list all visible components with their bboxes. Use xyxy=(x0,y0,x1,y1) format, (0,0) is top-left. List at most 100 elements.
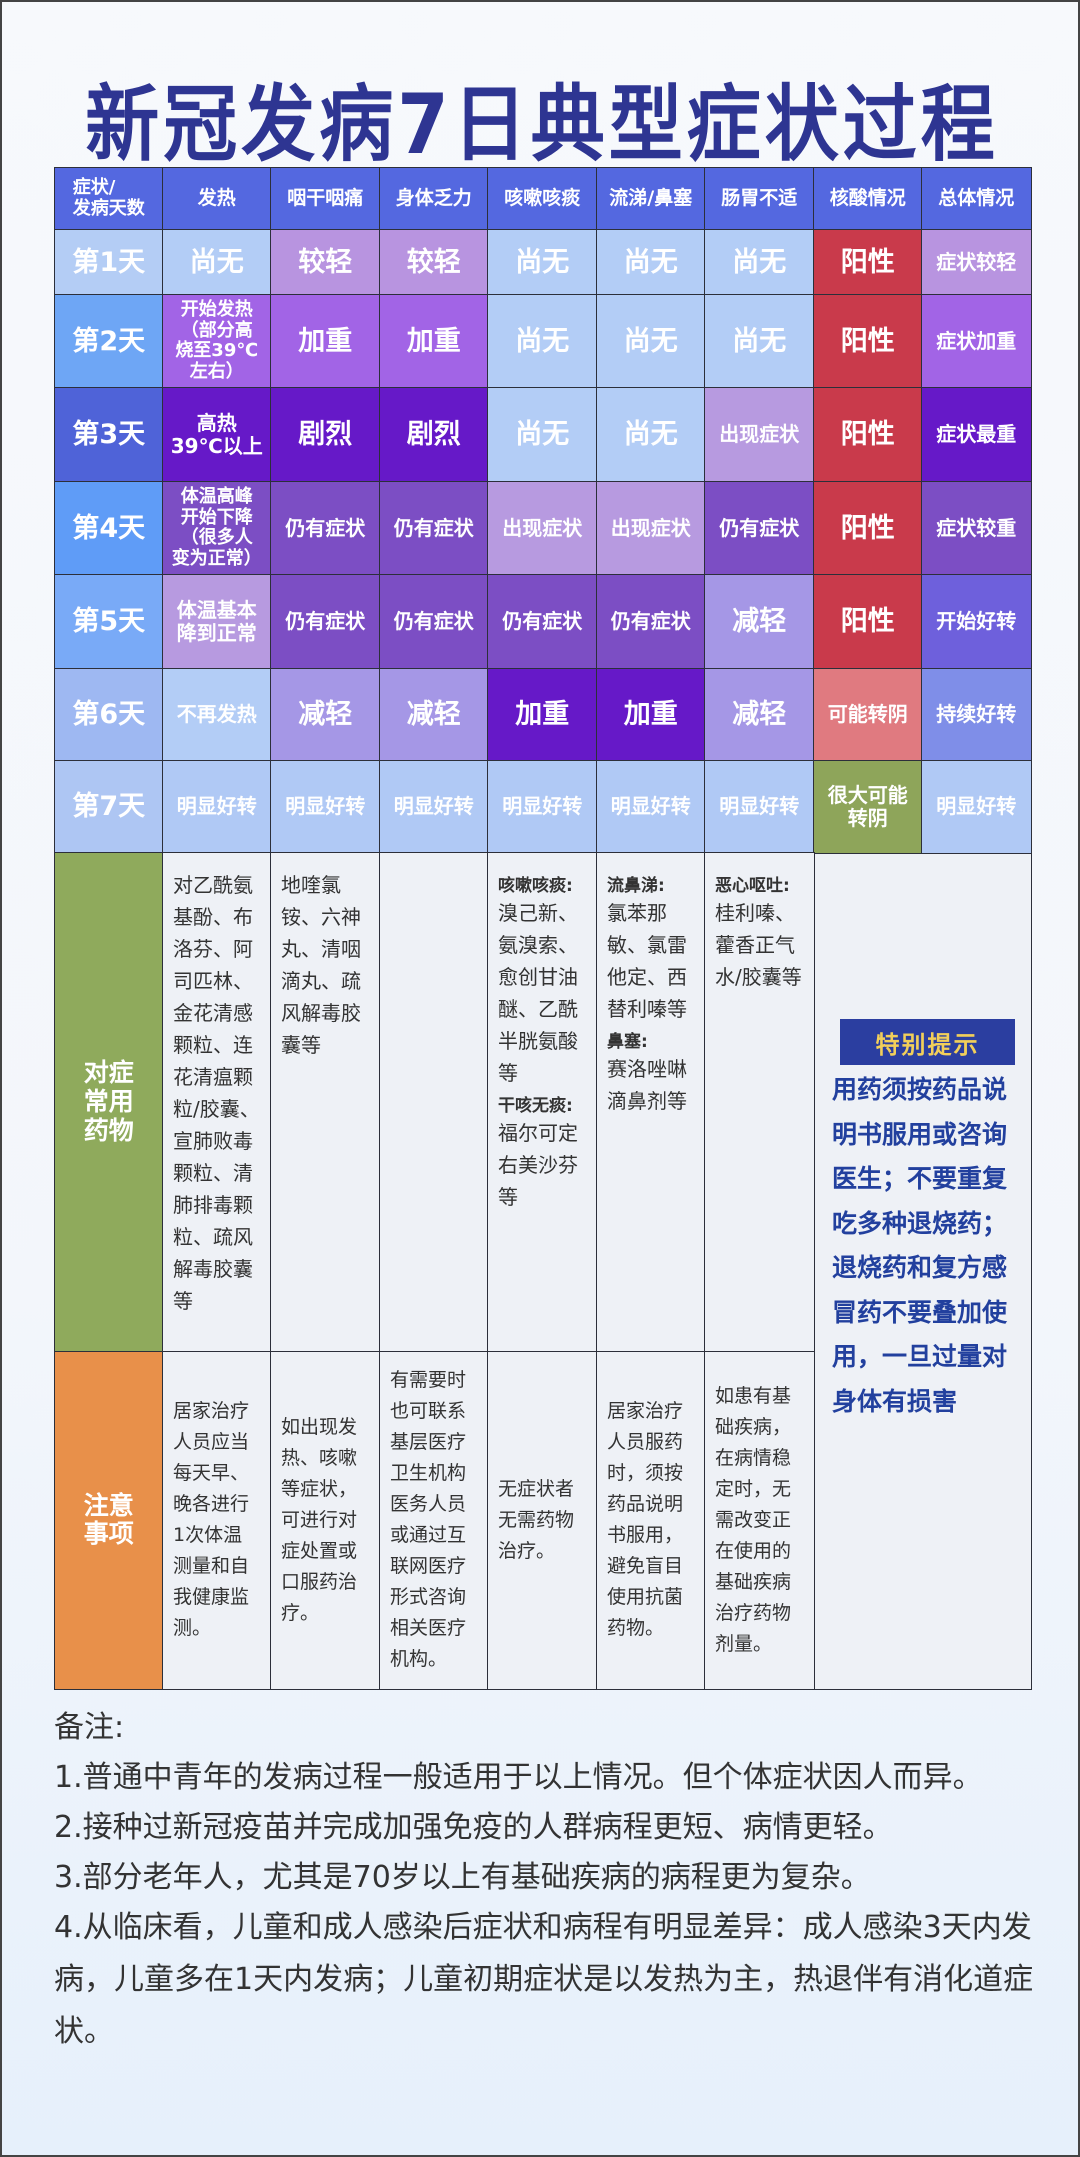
table-cell: 加重 xyxy=(379,294,489,389)
table-cell: 剧烈 xyxy=(270,387,381,483)
table-cell: 不再发热 xyxy=(162,668,272,762)
table-cell: 仍有症状 xyxy=(704,481,815,576)
meds-list: 溴己新、氨溴索、愈创甘油醚、乙酰半胱氨酸等 xyxy=(498,901,578,1085)
table-cell: 较轻 xyxy=(270,229,381,296)
meds-category: 鼻塞: xyxy=(607,1032,648,1052)
table-cell: 明显好转 xyxy=(487,760,598,854)
table-cell: 开始好转 xyxy=(921,574,1032,670)
day-label: 第5天 xyxy=(54,574,164,670)
table-cell: 减轻 xyxy=(379,668,489,762)
table-cell: 阳性 xyxy=(813,229,923,296)
meds-category: 干咳无痰: xyxy=(498,1096,573,1116)
meds-list: 福尔可定右美沙芬等 xyxy=(498,1121,578,1209)
day-label: 第3天 xyxy=(54,387,164,483)
table-cell: 高热 39℃以上 xyxy=(162,387,272,483)
meds-category: 咳嗽咳痰: xyxy=(498,876,573,896)
table-cell: 明显好转 xyxy=(596,760,706,854)
table-cell: 剧烈 xyxy=(379,387,489,483)
table-cell: 持续好转 xyxy=(921,668,1032,762)
notes-cell: 如出现发热、咳嗽等症状，可进行对症处置或口服药治疗。 xyxy=(270,1351,381,1690)
notes-cell: 有需要时也可联系基层医疗卫生机构医务人员或通过互联网医疗形式咨询相关医疗机构。 xyxy=(379,1351,489,1690)
table-cell: 明显好转 xyxy=(704,760,815,854)
meds-list: 氯苯那敏、氯雷他定、西替利嗪等 xyxy=(607,901,687,1021)
table-cell: 阳性 xyxy=(813,294,923,389)
table-cell: 体温基本 降到正常 xyxy=(162,574,272,670)
table-cell: 症状较重 xyxy=(921,481,1032,576)
table-cell: 减轻 xyxy=(704,574,815,670)
table-cell: 症状加重 xyxy=(921,294,1032,389)
table-cell: 减轻 xyxy=(704,668,815,762)
meds-list: 赛洛唑啉滴鼻剂等 xyxy=(607,1057,687,1113)
table-cell: 仍有症状 xyxy=(270,481,381,576)
notes-row-label: 注意 事项 xyxy=(54,1351,164,1690)
table-cell: 明显好转 xyxy=(162,760,272,854)
table-cell: 症状较轻 xyxy=(921,229,1032,296)
table-cell: 仍有症状 xyxy=(379,574,489,670)
remarks-heading: 备注: xyxy=(54,1710,125,1745)
meds-list: 地喹氯铵、六神丸、清咽滴丸、疏风解毒胶囊等 xyxy=(281,873,361,1057)
table-cell: 阳性 xyxy=(813,481,923,576)
table-cell: 可能转阴 xyxy=(813,668,923,762)
notes-cell: 居家治疗人员应当每天早、晚各进行1次体温测量和自我健康监测。 xyxy=(162,1351,272,1690)
table-cell: 尚无 xyxy=(704,294,815,389)
table-cell: 出现症状 xyxy=(704,387,815,483)
day-label: 第1天 xyxy=(54,229,164,296)
column-header: 肠胃不适 xyxy=(704,167,815,231)
notes-cell: 如患有基础疾病，在病情稳定时，无需改变正在使用的基础疾病治疗药物剂量。 xyxy=(704,1351,815,1690)
table-cell: 很大可能 转阴 xyxy=(813,760,923,854)
table-cell: 明显好转 xyxy=(379,760,489,854)
table-cell: 阳性 xyxy=(813,574,923,670)
table-cell: 加重 xyxy=(596,668,706,762)
table-cell: 尚无 xyxy=(487,294,598,389)
table-cell: 阳性 xyxy=(813,387,923,483)
table-cell: 明显好转 xyxy=(270,760,381,854)
meds-category: 恶心呕吐: xyxy=(715,876,790,896)
meds-row-label: 对症 常用 药物 xyxy=(54,852,164,1353)
page-title: 新冠发病7日典型症状过程 xyxy=(85,76,999,173)
table-cell: 减轻 xyxy=(270,668,381,762)
notes-cell: 居家治疗人员服药时，须按药品说明书服用，避免盲目使用抗菌药物。 xyxy=(596,1351,706,1690)
day-label: 第7天 xyxy=(54,760,164,854)
column-header: 流涕/鼻塞 xyxy=(596,167,706,231)
table-cell: 尚无 xyxy=(487,387,598,483)
meds-cell xyxy=(379,852,489,1353)
meds-cell: 流鼻涕: 氯苯那敏、氯雷他定、西替利嗪等 鼻塞: 赛洛唑啉滴鼻剂等 xyxy=(596,852,706,1353)
table-cell: 仍有症状 xyxy=(270,574,381,670)
special-tip-text: 用药须按药品说明书服用或咨询医生；不要重复吃多种退烧药；退烧药和复方感冒药不要叠… xyxy=(832,1075,1008,1416)
table-cell: 出现症状 xyxy=(596,481,706,576)
column-header: 咽干咽痛 xyxy=(270,167,381,231)
meds-cell: 地喹氯铵、六神丸、清咽滴丸、疏风解毒胶囊等 xyxy=(270,852,381,1353)
meds-cell: 恶心呕吐: 桂利嗪、藿香正气水/胶囊等 xyxy=(704,852,815,1353)
table-cell: 尚无 xyxy=(596,387,706,483)
table-cell: 仍有症状 xyxy=(379,481,489,576)
remark-item: 3.部分老年人，尤其是70岁以上有基础疾病的病程更为复杂。 xyxy=(54,1860,871,1895)
column-header: 核酸情况 xyxy=(813,167,923,231)
remark-item: 2.接种过新冠疫苗并完成加强免疫的人群病程更短、病情更轻。 xyxy=(54,1810,893,1845)
table-cell: 仍有症状 xyxy=(596,574,706,670)
table-cell: 症状最重 xyxy=(921,387,1032,483)
day-label: 第2天 xyxy=(54,294,164,389)
table-cell: 出现症状 xyxy=(487,481,598,576)
special-tip-cell xyxy=(813,852,1032,1690)
table-cell: 尚无 xyxy=(596,294,706,389)
table-cell: 明显好转 xyxy=(921,760,1032,854)
meds-list: 对乙酰氨基酚、布洛芬、阿司匹林、金花清感颗粒、连花清瘟颗粒/胶囊、宣肺败毒颗粒、… xyxy=(173,873,260,1313)
meds-cell: 对乙酰氨基酚、布洛芬、阿司匹林、金花清感颗粒、连花清瘟颗粒/胶囊、宣肺败毒颗粒、… xyxy=(162,852,272,1353)
special-tip-title: 特别提示 xyxy=(840,1019,1015,1065)
column-header: 症状/ 发病天数 xyxy=(54,167,164,231)
table-cell: 体温高峰 开始下降 （很多人 变为正常） xyxy=(162,481,272,576)
remark-item: 4.从临床看，儿童和成人感染后症状和病程有明显差异：成人感染3天内发病，儿童多在… xyxy=(54,1910,1034,2049)
table-cell: 尚无 xyxy=(162,229,272,296)
notes-cell: 无症状者无需药物治疗。 xyxy=(487,1351,598,1690)
table-cell: 加重 xyxy=(487,668,598,762)
column-header: 咳嗽咳痰 xyxy=(487,167,598,231)
table-cell: 尚无 xyxy=(704,229,815,296)
table-cell: 开始发热 （部分高 烧至39℃ 左右） xyxy=(162,294,272,389)
remarks: 备注: 1.普通中青年的发病过程一般适用于以上情况。但个体症状因人而异。 2.接… xyxy=(54,1702,1044,2056)
table-cell: 较轻 xyxy=(379,229,489,296)
remark-item: 1.普通中青年的发病过程一般适用于以上情况。但个体症状因人而异。 xyxy=(54,1760,983,1795)
day-label: 第4天 xyxy=(54,481,164,576)
day-label: 第6天 xyxy=(54,668,164,762)
table-cell: 尚无 xyxy=(487,229,598,296)
meds-list: 桂利嗪、藿香正气水/胶囊等 xyxy=(715,901,802,989)
